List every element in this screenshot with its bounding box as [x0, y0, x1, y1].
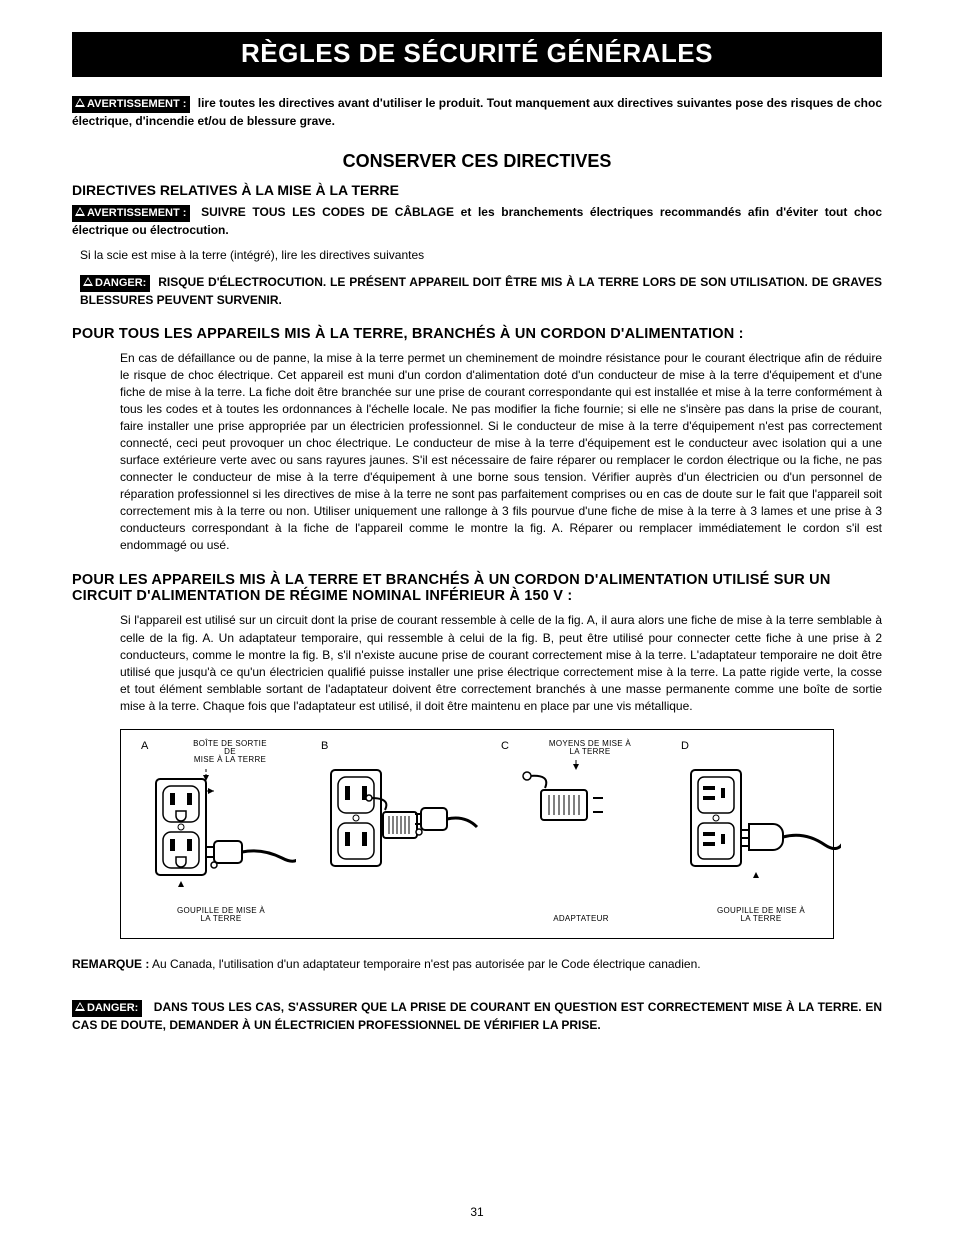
danger-1-text: RISQUE D'ÉLECTROCUTION. LE PRÉSENT APPAR…: [80, 275, 882, 307]
figure-caption-top-a: BOÎTE DE SORTIE DE MISE À LA TERRE: [159, 740, 301, 765]
figure-svg-d: [681, 756, 841, 886]
figure-caption-top-c: MOYENS DE MISE À LA TERRE: [519, 740, 661, 757]
warning-label-text: AVERTISSEMENT :: [87, 207, 186, 219]
figure-col-c: C MOYENS DE MISE À LA TERRE ADAPTATEUR: [501, 740, 661, 924]
warning-2: AVERTISSEMENT : SUIVRE TOUS LES CODES DE…: [72, 204, 882, 238]
warning-1-text: lire toutes les directives avant d'utili…: [72, 96, 882, 128]
figure-col-d: D: [681, 740, 841, 924]
danger-label-1: DANGER:: [80, 275, 150, 292]
figure-col-b: B: [321, 740, 481, 924]
section-1-heading: POUR TOUS LES APPAREILS MIS À LA TERRE, …: [72, 326, 882, 342]
danger-2: DANGER: DANS TOUS LES CAS, S'ASSURER QUE…: [72, 999, 882, 1033]
figure-col-a: A BOÎTE DE SORTIE DE MISE À LA TERRE: [141, 740, 301, 924]
danger-label-text: DANGER:: [87, 1002, 138, 1014]
warning-1: AVERTISSEMENT : lire toutes les directiv…: [72, 95, 882, 129]
figure-letter-b: B: [321, 740, 481, 752]
danger-1: DANGER: RISQUE D'ÉLECTROCUTION. LE PRÉSE…: [80, 274, 882, 308]
danger-label-text: DANGER:: [95, 277, 146, 289]
figure-svg-c: [506, 760, 656, 870]
remarque-text: Au Canada, l'utilisation d'un adaptateur…: [149, 957, 700, 971]
warning-label-text: AVERTISSEMENT :: [87, 98, 186, 110]
section-1-body: En cas de défaillance ou de panne, la mi…: [120, 350, 882, 554]
warning-label-2: AVERTISSEMENT :: [72, 205, 190, 222]
figure-svg-b: [321, 756, 481, 886]
figure-letter-c: C: [501, 740, 519, 752]
remarque-label: REMARQUE :: [72, 957, 149, 971]
warning-2-text: SUIVRE TOUS LES CODES DE CÂBLAGE et les …: [72, 205, 882, 237]
page-number: 31: [0, 1205, 954, 1219]
remarque-line: REMARQUE : Au Canada, l'utilisation d'un…: [72, 957, 882, 971]
figure-letter-a: A: [141, 740, 159, 752]
figure-caption-bottom-d-text: GOUPILLE DE MISE À LA TERRE: [717, 906, 805, 923]
page-title-banner: RÈGLES DE SÉCURITÉ GÉNÉRALES: [72, 32, 882, 77]
warning-label-1: AVERTISSEMENT :: [72, 96, 190, 113]
grounding-heading: DIRECTIVES RELATIVES À LA MISE À LA TERR…: [72, 182, 882, 198]
page: RÈGLES DE SÉCURITÉ GÉNÉRALES AVERTISSEME…: [0, 0, 954, 1235]
figure-caption-bottom-a: GOUPILLE DE MISE À LA TERRE: [141, 890, 301, 924]
figure-caption-bottom-c: ADAPTATEUR: [501, 915, 661, 923]
conserver-heading: CONSERVER CES DIRECTIVES: [72, 151, 882, 172]
figure-letter-d: D: [681, 740, 841, 752]
section-2-heading: POUR LES APPAREILS MIS À LA TERRE ET BRA…: [72, 572, 882, 604]
grounding-figure: A BOÎTE DE SORTIE DE MISE À LA TERRE: [120, 729, 834, 939]
danger-2-text: DANS TOUS LES CAS, S'ASSURER QUE LA PRIS…: [72, 1000, 882, 1032]
section-2-body: Si l'appareil est utilisé sur un circuit…: [120, 612, 882, 714]
plain-instruction-line: Si la scie est mise à la terre (intégré)…: [80, 248, 882, 262]
figure-caption-bottom-d: GOUPILLE DE MISE À LA TERRE: [681, 898, 841, 923]
danger-label-2: DANGER:: [72, 1000, 142, 1017]
figure-caption-bottom-a-text: GOUPILLE DE MISE À LA TERRE: [177, 906, 265, 923]
figure-svg-a: [146, 769, 296, 889]
